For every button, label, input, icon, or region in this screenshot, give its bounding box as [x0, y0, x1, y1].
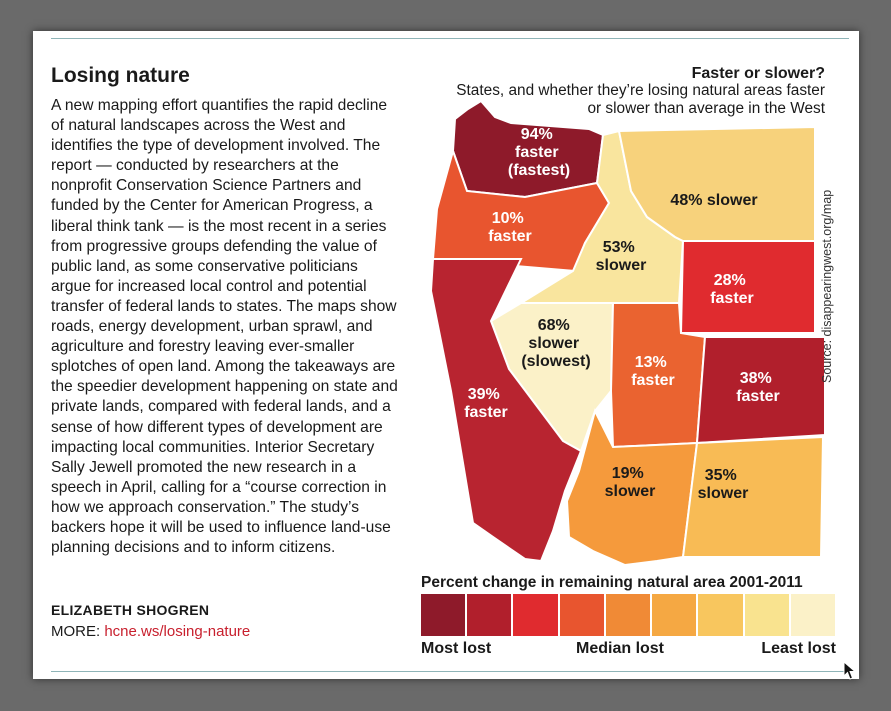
label-idaho-pct: 53%: [603, 239, 635, 256]
top-rule: [51, 38, 849, 39]
legend-swatch-1: [421, 594, 468, 636]
label-arizona-pct: 19%: [612, 465, 644, 482]
mouse-pointer-icon: [843, 661, 857, 680]
label-nevada-line2: slower: [528, 335, 579, 352]
legend-swatch-5: [605, 594, 653, 636]
label-idaho: 53% slower: [596, 239, 647, 274]
label-washington-line2: faster: [515, 144, 559, 161]
label-utah-pct: 13%: [635, 354, 667, 371]
legend-swatch-8: [744, 594, 791, 636]
article-card: Losing nature A new mapping effort quant…: [33, 31, 859, 679]
article-byline: ELIZABETH SHOGREN: [51, 602, 210, 618]
label-nevada-line3: (slowest): [521, 353, 590, 370]
legend-color-bar: [421, 594, 835, 636]
label-idaho-line2: slower: [596, 257, 647, 274]
more-line: MORE: hcne.ws/losing-nature: [51, 623, 250, 640]
west-map: 94% faster (fastest) 10% faster 53% slow…: [429, 99, 826, 567]
state-new-mexico: [681, 435, 825, 558]
legend-most-lost: Most lost: [421, 640, 492, 657]
bottom-rule: [51, 671, 849, 672]
label-washington-line3: (fastest): [508, 162, 570, 179]
map-title: Faster or slower?: [691, 65, 825, 82]
more-label: MORE:: [51, 623, 101, 640]
label-oregon: 10% faster: [488, 210, 532, 245]
label-california-pct: 39%: [468, 386, 500, 403]
legend-median-lost: Median lost: [576, 640, 665, 657]
state-california: [429, 258, 583, 563]
label-nevada-pct: 68%: [538, 317, 570, 334]
state-montana: [617, 125, 816, 242]
label-utah-line2: faster: [631, 372, 675, 389]
legend-least-lost: Least lost: [761, 640, 836, 657]
label-nevada: 68% slower (slowest): [521, 317, 590, 370]
states-layer: [429, 99, 826, 567]
label-arizona-line2: slower: [605, 483, 656, 500]
label-wyoming-line2: faster: [710, 290, 754, 307]
map-subtitle: States, and whether they’re losing natur…: [456, 82, 825, 117]
label-oregon-line2: faster: [488, 228, 532, 245]
label-colorado-line2: faster: [736, 388, 780, 405]
state-wyoming: [679, 240, 816, 334]
legend-swatch-7: [698, 594, 745, 636]
legend-swatch-2: [467, 594, 514, 636]
label-washington: 94% faster (fastest): [508, 126, 570, 179]
article-headline: Losing nature: [51, 64, 190, 87]
label-california: 39% faster: [464, 386, 508, 421]
legend-swatch-6: [652, 594, 699, 636]
label-arizona: 19% slower: [605, 465, 656, 500]
state-arizona: [565, 408, 699, 567]
legend-title: Percent change in remaining natural area…: [421, 574, 803, 591]
more-link[interactable]: hcne.ws/losing-nature: [104, 623, 251, 640]
label-oregon-pct: 10%: [492, 210, 524, 227]
label-colorado: 38% faster: [736, 370, 780, 405]
label-washington-pct: 94%: [521, 126, 553, 143]
source-text: Source: disappearingwest.org/map: [820, 189, 834, 383]
label-new-mexico-line2: slower: [698, 485, 749, 502]
article-body: A new mapping effort quantifies the rapi…: [51, 97, 398, 557]
label-wyoming: 28% faster: [710, 272, 754, 307]
label-wyoming-pct: 28%: [714, 272, 746, 289]
label-montana-pct: 48% slower: [670, 192, 757, 209]
label-montana: 48% slower: [670, 192, 757, 209]
label-colorado-pct: 38%: [740, 370, 772, 387]
label-new-mexico: 35% slower: [698, 467, 749, 502]
label-new-mexico-pct: 35%: [705, 467, 737, 484]
source-credit: Source: disappearingwest.org/map: [820, 163, 834, 383]
label-utah: 13% faster: [631, 354, 675, 389]
legend-swatch-3: [513, 594, 560, 636]
state-labels: 94% faster (fastest) 10% faster 53% slow…: [464, 126, 780, 502]
legend-swatch-4: [559, 594, 606, 636]
legend-swatch-9: [790, 594, 835, 636]
state-colorado: [695, 336, 826, 445]
label-california-line2: faster: [464, 404, 508, 421]
